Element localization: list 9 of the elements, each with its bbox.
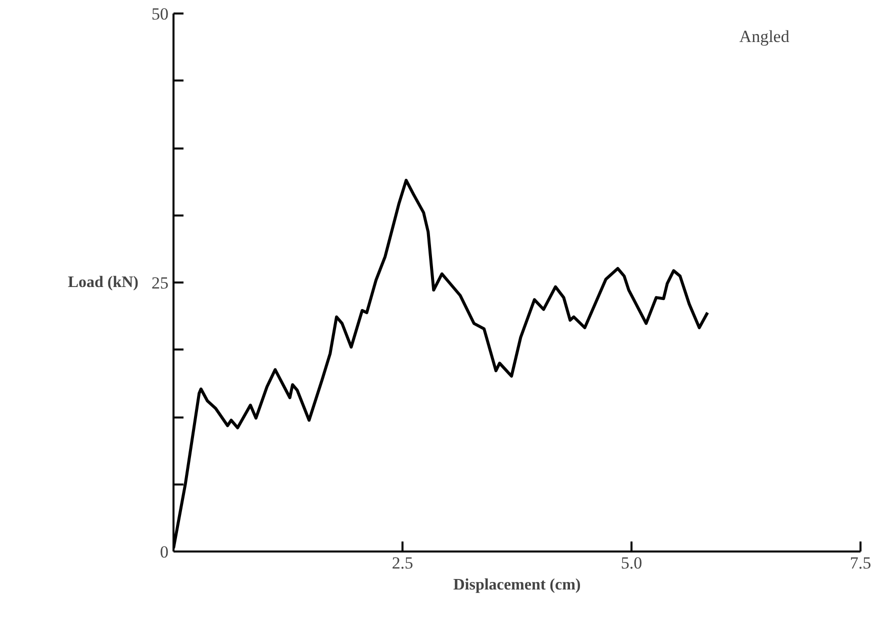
y-axis-title: Load (kN)	[68, 274, 139, 291]
y-tick-label: 25	[152, 274, 168, 292]
annotation: Angled	[739, 26, 790, 46]
y-tick-label: 50	[152, 4, 168, 24]
x-tick-label: 5.0	[620, 554, 642, 572]
x-axis-title: Displacement (cm)	[453, 576, 581, 594]
x-tick-label: 2.5	[392, 554, 414, 572]
x-tick-label: 7.5	[850, 554, 872, 572]
y-tick-label: 0	[160, 542, 168, 562]
